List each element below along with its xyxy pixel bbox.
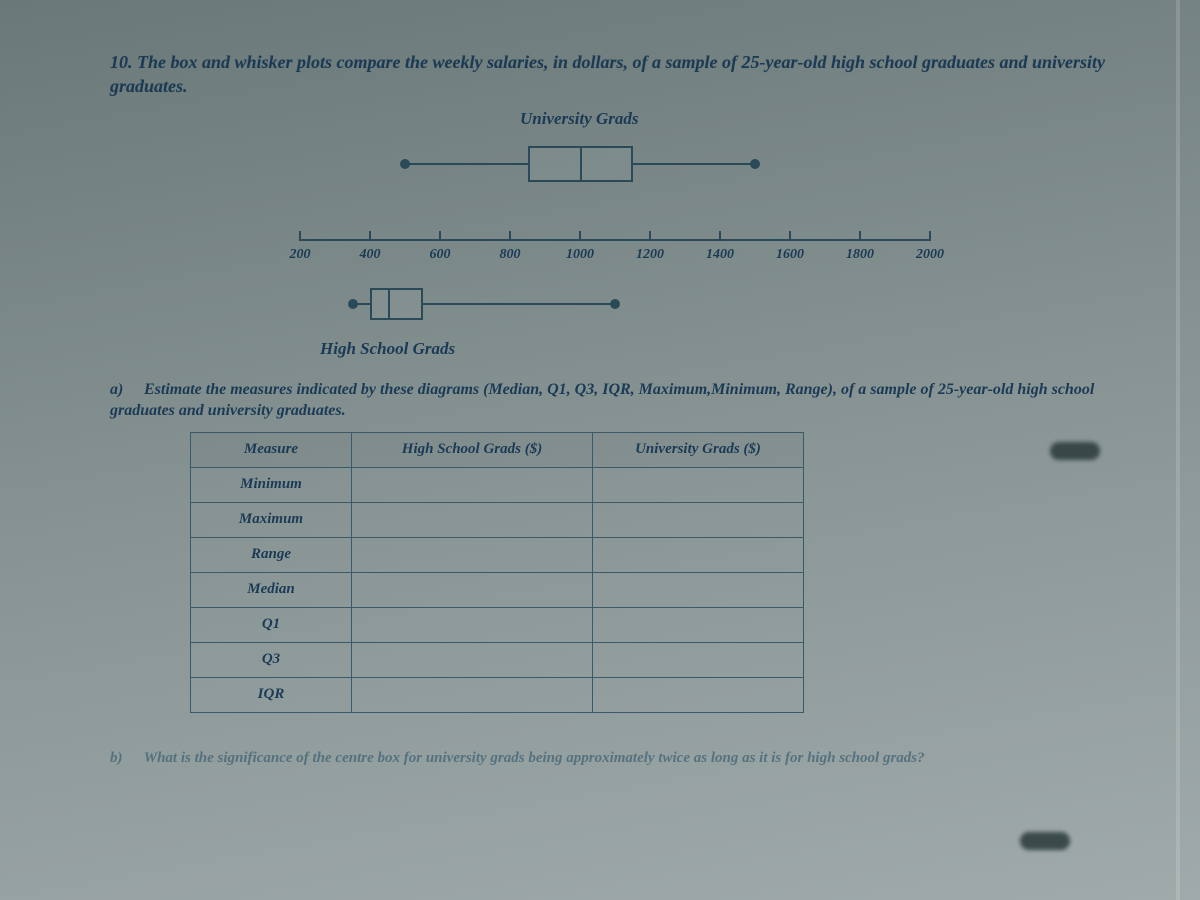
cell-uni (593, 467, 804, 502)
cell-uni (593, 572, 804, 607)
measures-table: Measure High School Grads ($) University… (190, 432, 804, 713)
row-label: Q1 (191, 607, 352, 642)
cell-hs (352, 467, 593, 502)
median-line (388, 288, 390, 320)
whisker (423, 303, 616, 305)
whisker-cap (750, 159, 760, 169)
whisker-cap (610, 299, 620, 309)
hs-title: High School Grads (320, 339, 455, 359)
part-b-label: b) (110, 748, 140, 768)
part-a-prompt: a) Estimate the measures indicated by th… (110, 379, 1110, 422)
axis-tick-label: 1200 (636, 247, 664, 263)
cell-hs (352, 677, 593, 712)
th-hs: High School Grads ($) (352, 432, 593, 467)
axis-tick (369, 231, 371, 241)
worksheet-page: 10. The box and whisker plots compare th… (0, 0, 1200, 900)
smudge-mark (1020, 832, 1070, 850)
axis-tick-label: 1000 (566, 247, 594, 263)
part-b-prompt: b) What is the significance of the centr… (110, 748, 1110, 768)
axis-tick-label: 2000 (916, 247, 944, 263)
cell-uni (593, 642, 804, 677)
axis-tick-label: 600 (430, 247, 451, 263)
smudge-mark (1050, 442, 1100, 460)
axis-tick (579, 231, 581, 241)
axis-tick-label: 1400 (706, 247, 734, 263)
table-row: Q1 (191, 607, 804, 642)
axis-tick-label: 400 (360, 247, 381, 263)
row-label: Minimum (191, 467, 352, 502)
table-row: Median (191, 572, 804, 607)
axis-tick (299, 231, 301, 241)
cell-uni (593, 502, 804, 537)
part-a-label: a) (110, 379, 140, 401)
cell-hs (352, 537, 593, 572)
table-row: Maximum (191, 502, 804, 537)
cell-uni (593, 607, 804, 642)
cell-uni (593, 537, 804, 572)
question-body: The box and whisker plots compare the we… (110, 52, 1105, 96)
axis-tick (649, 231, 651, 241)
whisker-cap (400, 159, 410, 169)
th-uni: University Grads ($) (593, 432, 804, 467)
boxplot-chart: University Grads High School Grads 200 400 6… (250, 109, 970, 359)
axis-tick-label: 200 (290, 247, 311, 263)
row-label: Median (191, 572, 352, 607)
row-label: Q3 (191, 642, 352, 677)
iqr-box (370, 288, 423, 320)
axis-tick-label: 1800 (846, 247, 874, 263)
row-label: Range (191, 537, 352, 572)
cell-hs (352, 607, 593, 642)
whisker (633, 163, 756, 165)
axis-tick (929, 231, 931, 241)
th-measure: Measure (191, 432, 352, 467)
whisker (405, 163, 528, 165)
question-number: 10. (110, 52, 133, 72)
table-row: Minimum (191, 467, 804, 502)
table-row: IQR (191, 677, 804, 712)
table-header-row: Measure High School Grads ($) University… (191, 432, 804, 467)
table-row: Range (191, 537, 804, 572)
row-label: IQR (191, 677, 352, 712)
axis-tick (859, 231, 861, 241)
screen-edge (1176, 0, 1180, 900)
question-text: 10. The box and whisker plots compare th… (110, 50, 1110, 99)
cell-hs (352, 572, 593, 607)
axis-tick (439, 231, 441, 241)
cell-uni (593, 677, 804, 712)
row-label: Maximum (191, 502, 352, 537)
axis-tick (719, 231, 721, 241)
x-axis (300, 239, 930, 241)
cell-hs (352, 642, 593, 677)
part-a-text: Estimate the measures indicated by these… (110, 381, 1094, 420)
axis-tick-label: 800 (500, 247, 521, 263)
axis-tick (509, 231, 511, 241)
axis-tick-label: 1600 (776, 247, 804, 263)
cell-hs (352, 502, 593, 537)
median-line (580, 146, 582, 182)
part-b-text: What is the significance of the centre b… (144, 748, 1104, 768)
uni-title: University Grads (520, 109, 639, 129)
table-row: Q3 (191, 642, 804, 677)
axis-tick (789, 231, 791, 241)
whisker-cap (348, 299, 358, 309)
